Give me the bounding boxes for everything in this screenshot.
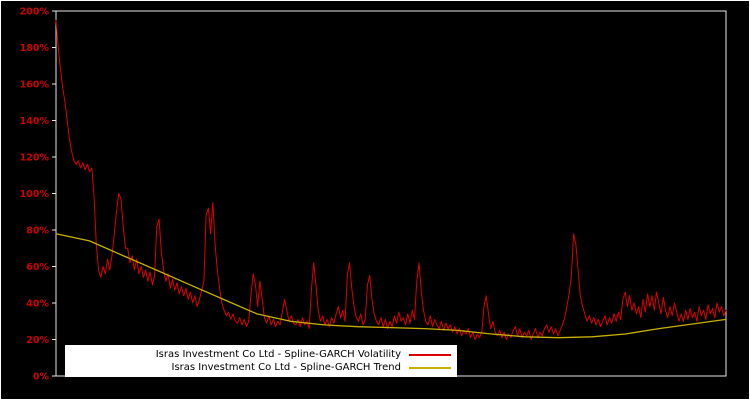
- y-tick-label: 140%: [20, 116, 50, 127]
- legend-label-volatility: Isras Investment Co Ltd - Spline-GARCH V…: [155, 349, 401, 360]
- trend-series-line: [55, 233, 727, 339]
- legend-label-trend: Isras Investment Co Ltd - Spline-GARCH T…: [171, 362, 402, 373]
- y-tick-label: 180%: [20, 43, 50, 54]
- trend-line-swatch: [409, 366, 451, 369]
- volatility-series-line: [55, 19, 727, 340]
- plot-frame: [55, 10, 727, 377]
- y-tick-label: 200%: [20, 7, 50, 18]
- y-tick-label: 120%: [20, 153, 50, 164]
- legend-item-trend: Isras Investment Co Ltd - Spline-GARCH T…: [71, 361, 451, 374]
- y-tick-label: 100%: [20, 189, 50, 200]
- y-tick-label: 160%: [20, 80, 50, 91]
- y-tick-label: 20%: [26, 335, 49, 346]
- y-tick-label: 40%: [26, 299, 49, 310]
- legend-item-volatility: Isras Investment Co Ltd - Spline-GARCH V…: [71, 348, 451, 361]
- volatility-line-swatch: [409, 353, 451, 356]
- y-tick-label: 60%: [26, 262, 49, 273]
- chart-legend: Isras Investment Co Ltd - Spline-GARCH V…: [65, 345, 457, 377]
- y-tick-label: 0%: [33, 372, 50, 383]
- y-tick-label: 80%: [26, 226, 49, 237]
